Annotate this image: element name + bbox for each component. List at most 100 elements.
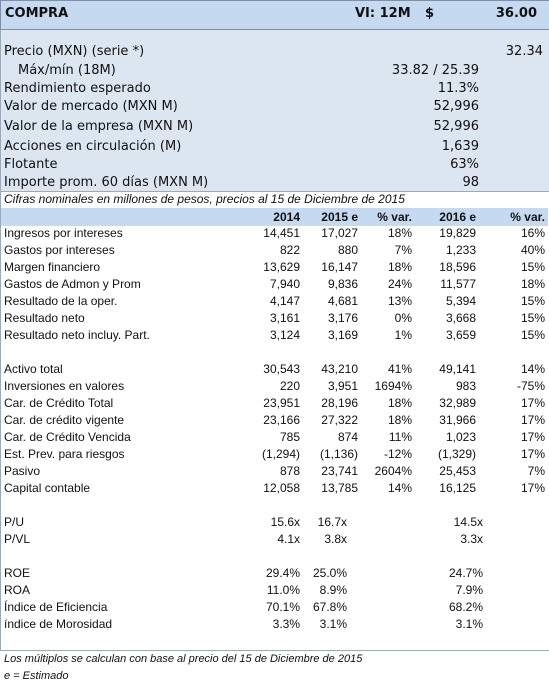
cell-value: 18% xyxy=(387,260,412,274)
row-label: Resultado de la oper. xyxy=(4,294,118,308)
table-header-bar xyxy=(0,208,548,226)
target-price: 36.00 xyxy=(495,6,537,21)
cell-value: 17% xyxy=(520,447,545,461)
cell-value: 16,147 xyxy=(321,260,358,274)
cell-value: 23,951 xyxy=(263,396,300,410)
cell-value: 3,668 xyxy=(445,311,476,325)
rating: VI: 12M xyxy=(355,6,411,21)
cell-value: 18% xyxy=(387,226,412,240)
summary-label: Flotante xyxy=(4,157,58,172)
cell-value: 16,125 xyxy=(439,481,476,495)
column-header: % var. xyxy=(377,210,412,224)
row-label: Capital contable xyxy=(4,481,91,495)
cell-value: 32,989 xyxy=(439,396,476,410)
cell-value: 9,836 xyxy=(327,277,358,291)
cell-value: 29.4% xyxy=(265,566,300,580)
cell-value: -12% xyxy=(383,447,412,461)
cell-value: 3.1% xyxy=(455,617,483,631)
summary-label: Valor de mercado (MXN M) xyxy=(4,99,178,114)
row-label: Inversiones en valores xyxy=(4,379,125,393)
cell-value: 18,596 xyxy=(439,260,476,274)
cell-value: 15% xyxy=(520,311,545,325)
column-header: 2015 e xyxy=(321,210,358,224)
row-label: P/U xyxy=(4,515,25,529)
row-label: Pasivo xyxy=(4,464,41,478)
cell-value: (1,329) xyxy=(437,447,476,461)
title: COMPRA xyxy=(5,6,69,21)
cell-value: 25,453 xyxy=(439,464,476,478)
summary-label: Precio (MXN) (serie *) xyxy=(4,44,145,59)
row-label: P/VL xyxy=(4,532,31,546)
cell-value: 3,176 xyxy=(327,311,358,325)
column-header: 2016 e xyxy=(439,210,476,224)
cell-value: 822 xyxy=(279,243,300,257)
row-label: Gastos por intereses xyxy=(4,243,115,257)
summary-value: 33.82 / 25.39 xyxy=(391,63,479,78)
row-label: ROE xyxy=(4,566,31,580)
cell-value: 1,023 xyxy=(445,430,476,444)
footnote: Los múltiplos se calculan con base al pr… xyxy=(4,653,363,665)
cell-value: 23,166 xyxy=(263,413,300,427)
row-label: ROA xyxy=(4,583,31,597)
cell-value: 19,829 xyxy=(439,226,476,240)
cell-value: 983 xyxy=(455,379,476,393)
cell-value: 17% xyxy=(520,413,545,427)
cell-value: 7% xyxy=(527,464,545,478)
cell-value: 3.8x xyxy=(324,532,347,546)
cell-value: 14,451 xyxy=(263,226,300,240)
cell-value: (1,294) xyxy=(261,447,300,461)
cell-value: 11,577 xyxy=(440,277,476,291)
cell-value: 17% xyxy=(520,396,545,410)
cell-value: 24% xyxy=(387,277,412,291)
cell-value: 18% xyxy=(387,413,412,427)
cell-value: 31,966 xyxy=(439,413,476,427)
cell-value: 0% xyxy=(394,311,412,325)
cell-value: 3,659 xyxy=(445,328,476,342)
cell-value: 3.1% xyxy=(319,617,347,631)
summary-label: Rendimiento esperado xyxy=(4,81,151,96)
row-label: Resultado neto incluy. Part. xyxy=(4,328,150,342)
cell-value: 27,322 xyxy=(321,413,358,427)
row-label: Resultado neto xyxy=(4,311,85,325)
cell-value: 67.8% xyxy=(312,600,347,614)
cell-value: 880 xyxy=(337,243,358,257)
cell-value: 18% xyxy=(387,396,412,410)
cell-value: 17% xyxy=(520,430,545,444)
cell-value: 874 xyxy=(337,430,358,444)
row-label: Ingresos por intereses xyxy=(4,226,123,240)
cell-value: 11.0% xyxy=(266,583,300,597)
cell-value: 4.1x xyxy=(277,532,300,546)
cell-value: 11% xyxy=(388,430,412,444)
currency: $ xyxy=(425,6,435,21)
cell-value: 70.1% xyxy=(265,600,300,614)
cell-value: 14% xyxy=(387,481,412,495)
summary-value: 63% xyxy=(450,157,479,172)
summary-value: 98 xyxy=(462,175,479,190)
cell-value: 7% xyxy=(394,243,412,257)
column-header: 2014 xyxy=(273,210,300,224)
header-bar xyxy=(0,0,549,30)
cell-value: 30,543 xyxy=(263,362,300,376)
footnote: e = Estimado xyxy=(4,670,69,682)
cell-value: 7,940 xyxy=(269,277,300,291)
cell-value: 5,394 xyxy=(445,294,476,308)
cell-value: 28,196 xyxy=(321,396,358,410)
cell-value: 16% xyxy=(520,226,545,240)
cell-value: 18% xyxy=(520,277,545,291)
row-label: Índice de Eficiencia xyxy=(4,600,108,614)
row-label: Car. de crédito vigente xyxy=(4,413,125,427)
summary-label: Acciones en circulación (M) xyxy=(4,139,182,154)
cell-value: 3,951 xyxy=(327,379,358,393)
row-label: Margen financiero xyxy=(4,260,101,274)
cell-value: 14% xyxy=(520,362,545,376)
cell-value: 878 xyxy=(279,464,300,478)
summary-label: Importe prom. 60 días (MXN M) xyxy=(4,175,209,190)
row-label: índice de Morosidad xyxy=(4,617,113,631)
cell-value: 8.9% xyxy=(319,583,347,597)
cell-value: 2604% xyxy=(374,464,412,478)
cell-value: 220 xyxy=(279,379,300,393)
table-frame xyxy=(0,190,549,651)
cell-value: 68.2% xyxy=(448,600,483,614)
cell-value: 15% xyxy=(520,260,545,274)
cell-value: 16.7x xyxy=(317,515,347,529)
